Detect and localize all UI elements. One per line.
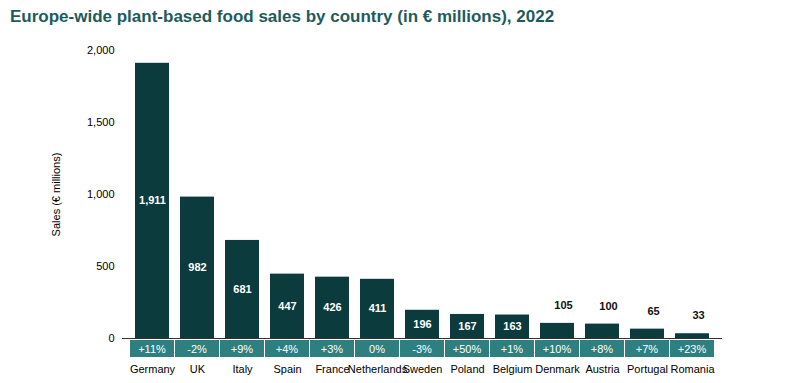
- svg-text:-3%: -3%: [412, 343, 432, 355]
- svg-text:Netherlands: Netherlands: [348, 363, 408, 375]
- svg-text:Romania: Romania: [670, 363, 715, 375]
- svg-text:681: 681: [233, 283, 251, 295]
- svg-text:+4%: +4%: [276, 343, 299, 355]
- svg-text:UK: UK: [190, 363, 206, 375]
- svg-text:Italy: Italy: [232, 363, 253, 375]
- html-text:Europe-wide plant-based food s: Europe-wide plant-based food sales by co…: [10, 7, 555, 26]
- svg-text:196: 196: [413, 318, 431, 330]
- svg-text:1,911: 1,911: [139, 194, 166, 206]
- svg-text:-2%: -2%: [187, 343, 207, 355]
- svg-text:Sweden: Sweden: [403, 363, 443, 375]
- svg-text:+9%: +9%: [231, 343, 254, 355]
- svg-text:500: 500: [96, 260, 114, 272]
- svg-text:Poland: Poland: [450, 363, 484, 375]
- svg-text:447: 447: [278, 300, 296, 312]
- svg-text:+50%: +50%: [453, 343, 482, 355]
- svg-text:411: 411: [369, 302, 387, 314]
- svg-text:105: 105: [554, 299, 572, 311]
- svg-text:+8%: +8%: [591, 343, 614, 355]
- svg-text:Sales (€ millions): Sales (€ millions): [50, 153, 62, 237]
- svg-text:163: 163: [503, 320, 521, 332]
- svg-text:2,000: 2,000: [87, 44, 115, 56]
- svg-text:Portugal: Portugal: [627, 363, 668, 375]
- svg-text:Belgium: Belgium: [493, 363, 533, 375]
- svg-text:+23%: +23%: [678, 343, 707, 355]
- svg-text:426: 426: [323, 301, 341, 313]
- svg-text:Spain: Spain: [273, 363, 301, 375]
- svg-text:33: 33: [692, 309, 704, 321]
- svg-text:1,500: 1,500: [87, 116, 115, 128]
- svg-text:982: 982: [188, 261, 206, 273]
- svg-text:Germany: Germany: [130, 363, 176, 375]
- svg-text:Austria: Austria: [585, 363, 620, 375]
- svg-text:0%: 0%: [369, 343, 385, 355]
- svg-text:France: France: [315, 363, 349, 375]
- svg-text:+3%: +3%: [321, 343, 344, 355]
- svg-text:Denmark: Denmark: [535, 363, 580, 375]
- svg-text:65: 65: [647, 305, 659, 317]
- svg-text:+7%: +7%: [636, 343, 659, 355]
- svg-text:+10%: +10%: [543, 343, 572, 355]
- svg-text:1,000: 1,000: [87, 188, 115, 200]
- svg-text:0: 0: [108, 332, 114, 344]
- svg-text:100: 100: [599, 300, 617, 312]
- svg-text:+11%: +11%: [138, 343, 166, 355]
- svg-text:+1%: +1%: [501, 343, 524, 355]
- svg-text:167: 167: [458, 320, 476, 332]
